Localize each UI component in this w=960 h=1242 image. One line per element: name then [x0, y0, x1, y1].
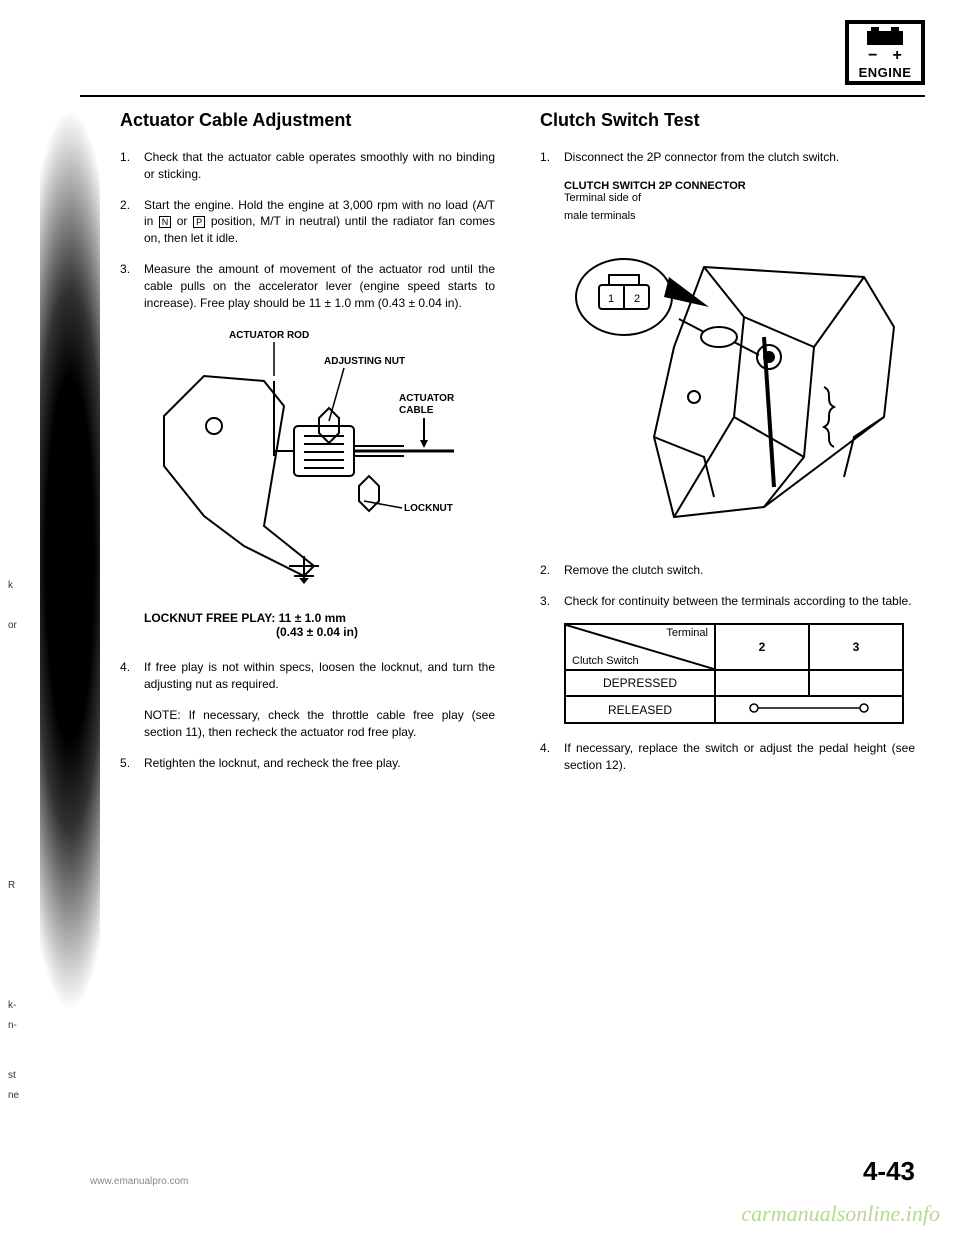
book-spine-shadow [40, 110, 100, 1010]
gear-p-icon: P [193, 216, 205, 228]
right-step-4: If necessary, replace the switch or adju… [540, 740, 915, 774]
rod-label: ACTUATOR ROD [229, 330, 309, 341]
header-clutch: Clutch Switch [572, 655, 639, 667]
left-step-3: Measure the amount of movement of the ac… [120, 261, 495, 311]
clutch-diagram-svg: 1 2 [564, 237, 914, 537]
page-number: 4-43 [863, 1156, 915, 1187]
left-step-2: Start the engine. Hold the engine at 3,0… [120, 197, 495, 247]
right-step-2: Remove the clutch switch. [540, 562, 915, 579]
margin-text: R [8, 880, 15, 891]
adjusting-nut-label: ADJUSTING NUT [324, 356, 405, 367]
engine-badge: − + ENGINE [845, 20, 925, 85]
left-column: Actuator Cable Adjustment Check that the… [120, 110, 495, 788]
locknut-label: LOCKNUT [404, 503, 453, 514]
left-step-4: If free play is not within specs, loosen… [120, 659, 495, 693]
margin-text: k [8, 580, 13, 591]
row-released: RELEASED [565, 696, 715, 723]
clutch-figure: 1 2 [564, 237, 915, 542]
right-column: Clutch Switch Test Disconnect the 2P con… [540, 110, 915, 788]
freeplay-line2: (0.43 ± 0.04 in) [144, 625, 495, 639]
battery-icon [865, 25, 905, 47]
svg-text:1: 1 [608, 293, 614, 305]
left-heading: Actuator Cable Adjustment [120, 110, 495, 131]
table-row: DEPRESSED [565, 670, 903, 696]
gear-n-icon: N [159, 216, 171, 228]
col-3-header: 3 [809, 624, 903, 670]
minus-sign: − [868, 47, 877, 65]
connector-sub2: male terminals [564, 210, 915, 222]
continuity-cell [715, 696, 903, 723]
continuity-table: Terminal Clutch Switch 2 3 DEPRESSED REL… [564, 623, 904, 724]
right-step-3: Check for continuity between the termina… [540, 593, 915, 610]
watermark-left: www.emanualpro.com [90, 1176, 188, 1187]
cable-label-2: CABLE [399, 405, 434, 416]
engine-label: ENGINE [859, 65, 912, 80]
actuator-figure: ACTUATOR ROD ADJUSTING NUT ACTUATOR CABL… [144, 326, 495, 591]
left-step-1: Check that the actuator cable operates s… [120, 149, 495, 183]
header-terminal: Terminal [666, 627, 708, 639]
margin-text: k- [8, 1000, 16, 1011]
cell-empty [715, 670, 809, 696]
horizontal-rule [80, 95, 925, 97]
margin-text: ne [8, 1090, 19, 1101]
actuator-diagram-svg: ACTUATOR ROD ADJUSTING NUT ACTUATOR CABL… [144, 326, 474, 586]
svg-text:2: 2 [634, 293, 640, 305]
table-row: RELEASED [565, 696, 903, 723]
plus-sign: + [893, 47, 902, 65]
right-step-1: Disconnect the 2P connector from the clu… [540, 149, 915, 166]
connector-sub1: Terminal side of [564, 192, 915, 204]
step2-text-b: or [172, 214, 192, 228]
right-heading: Clutch Switch Test [540, 110, 915, 131]
cable-label-1: ACTUATOR [399, 393, 455, 404]
margin-text: st [8, 1070, 16, 1081]
cell-empty [809, 670, 903, 696]
margin-text: or [8, 620, 17, 631]
freeplay-caption: LOCKNUT FREE PLAY: 11 ± 1.0 mm (0.43 ± 0… [144, 611, 495, 639]
diagonal-header-cell: Terminal Clutch Switch [566, 625, 714, 669]
row-depressed: DEPRESSED [565, 670, 715, 696]
connector-title: CLUTCH SWITCH 2P CONNECTOR [564, 180, 915, 192]
margin-text: n- [8, 1020, 17, 1031]
table-row: Terminal Clutch Switch 2 3 [565, 624, 903, 670]
freeplay-line1: LOCKNUT FREE PLAY: 11 ± 1.0 mm [144, 611, 495, 625]
left-step-5: Retighten the locknut, and recheck the f… [120, 755, 495, 772]
col-2-header: 2 [715, 624, 809, 670]
watermark-right: carmanualsonline.info [741, 1201, 940, 1227]
left-note: NOTE: If necessary, check the throttle c… [120, 707, 495, 741]
